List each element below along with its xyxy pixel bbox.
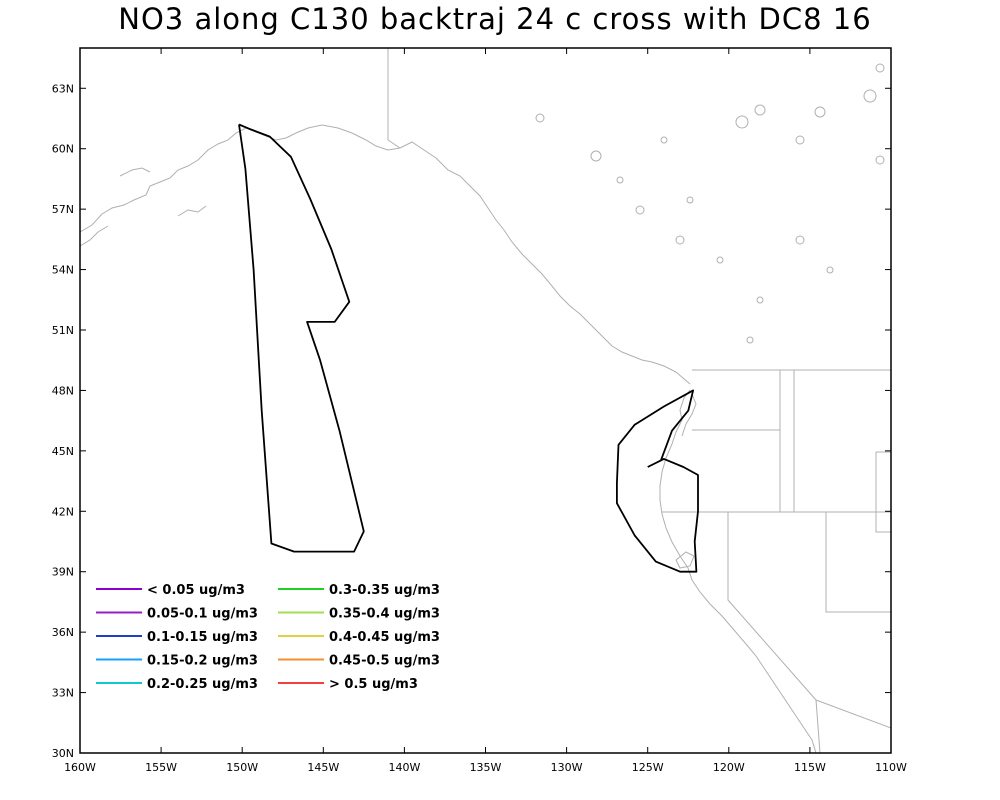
island-outline [635, 205, 645, 215]
trajectory-line [616, 389, 699, 573]
y-tick-label: 30N [52, 747, 74, 760]
x-tick-label: 135W [470, 761, 502, 774]
coastline-segment [177, 205, 207, 217]
y-tick-label: 39N [52, 566, 74, 579]
y-tick-label: 42N [52, 505, 74, 518]
x-tick-label: 115W [794, 761, 826, 774]
island-outline [735, 115, 749, 129]
x-tick-label: 150W [226, 761, 258, 774]
y-tick-label: 48N [52, 384, 74, 397]
island-outline [756, 296, 764, 304]
border-line [387, 139, 401, 149]
border-line [727, 512, 821, 754]
legend-label: 0.4-0.45 ug/m3 [329, 630, 440, 645]
island-outline [590, 150, 602, 162]
map-title: NO3 along C130 backtraj 24 c cross with … [118, 2, 872, 36]
coastline-layer [79, 63, 885, 754]
x-tick-label: 160W [64, 761, 96, 774]
island-outline [675, 235, 685, 245]
x-tick-label: 140W [388, 761, 420, 774]
island-outline [746, 336, 754, 344]
island-outline [826, 266, 834, 274]
coastline-segment [79, 124, 691, 385]
y-tick-label: 60N [52, 143, 74, 156]
y-tick-label: 63N [52, 82, 74, 95]
x-axis-ticks: 160W 155W 150W 145W 140W 135W 130W 125W 120W 115W… [64, 48, 907, 774]
legend-label: 0.05-0.1 ug/m3 [147, 607, 258, 622]
y-tick-label: 51N [52, 324, 74, 337]
y-tick-label: 36N [52, 626, 74, 639]
coastline-segment [79, 225, 109, 247]
y-tick-label: 57N [52, 203, 74, 216]
island-outline [754, 104, 766, 116]
x-tick-label: 110W [875, 761, 907, 774]
border-line [692, 370, 781, 431]
coastline-segment [119, 167, 151, 177]
island-outline [795, 235, 805, 245]
island-outline [535, 113, 545, 123]
island-outline [716, 256, 724, 264]
legend-label: 0.45-0.5 ug/m3 [329, 654, 440, 669]
island-outline [686, 196, 694, 204]
x-tick-label: 130W [551, 761, 583, 774]
island-outline [875, 63, 885, 73]
trajectory-line [238, 123, 365, 553]
legend-label: 0.15-0.2 ug/m3 [147, 654, 258, 669]
island-outline [875, 155, 885, 165]
coastline-segment [675, 551, 695, 569]
x-tick-label: 145W [307, 761, 339, 774]
y-tick-label: 54N [52, 264, 74, 277]
legend-label: < 0.05 ug/m3 [147, 583, 245, 598]
coastline-segment [681, 393, 697, 437]
legend-label: > 0.5 ug/m3 [329, 677, 418, 692]
x-tick-label: 120W [713, 761, 745, 774]
y-tick-label: 45N [52, 445, 74, 458]
trajectory-layer [238, 123, 699, 573]
x-tick-label: 155W [145, 761, 177, 774]
coastline-segment [659, 389, 817, 754]
legend-label: 0.1-0.15 ug/m3 [147, 630, 258, 645]
island-outline [616, 176, 624, 184]
island-outline [660, 136, 668, 144]
island-outline [814, 106, 826, 118]
border-line [875, 451, 891, 533]
y-tick-label: 33N [52, 687, 74, 700]
legend-label: 0.2-0.25 ug/m3 [147, 677, 258, 692]
political-borders-layer [387, 48, 892, 754]
island-outline [795, 135, 805, 145]
border-line [815, 699, 892, 729]
island-outline [863, 89, 877, 103]
y-axis-ticks: 30N 33N 36N 39N 42N 45N 48N 51N 54N 57N 60N 63N [52, 82, 891, 760]
legend: < 0.05 ug/m3 0.05-0.1 ug/m3 0.1-0.15 ug/m3… [96, 583, 440, 692]
border-line [825, 512, 891, 613]
x-tick-label: 125W [632, 761, 664, 774]
legend-label: 0.35-0.4 ug/m3 [329, 607, 440, 622]
legend-label: 0.3-0.35 ug/m3 [329, 583, 440, 598]
